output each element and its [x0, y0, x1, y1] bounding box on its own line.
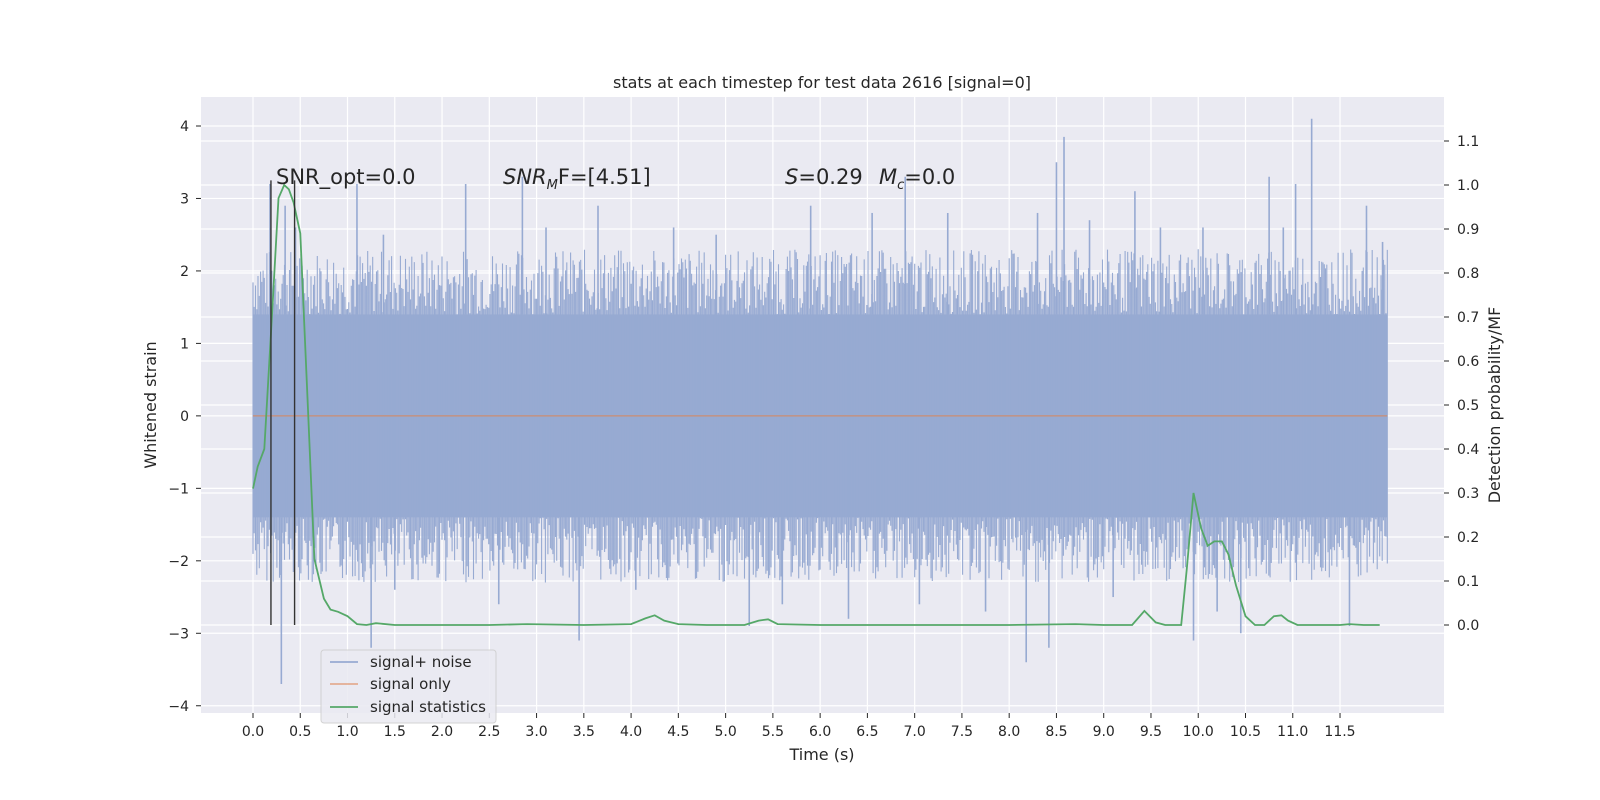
plot-area [252, 118, 1388, 685]
x-tick-label-5: 2.5 [478, 724, 500, 740]
annotation-snr-opt: SNR_opt=0.0 [276, 165, 416, 190]
y-right-tick-label-1: 0.1 [1457, 574, 1479, 590]
x-tick-label-6: 3.0 [525, 724, 547, 740]
y-tick-label-4: 0 [180, 409, 189, 425]
y-right-tick-label-2: 0.2 [1457, 530, 1479, 546]
y-right-tick-label-0: 0.0 [1457, 618, 1479, 634]
x-tick-label-9: 4.5 [667, 724, 689, 740]
y-tick-label-0: −4 [168, 699, 189, 715]
annotation-s-rest: =0.29 [798, 165, 862, 189]
x-tick-label-23: 11.5 [1324, 724, 1355, 740]
y-right-tick-label-8: 0.8 [1457, 266, 1479, 282]
x-tick-label-20: 10.0 [1183, 724, 1214, 740]
y-right-tick-label-3: 0.3 [1457, 486, 1479, 502]
annotation-mc: Mc=0.0 [879, 165, 955, 193]
annotation-s-main: S [785, 165, 798, 189]
x-tick-label-10: 5.0 [714, 724, 736, 740]
y-tick-label-1: −3 [168, 626, 189, 642]
x-tick-label-4: 2.0 [431, 724, 453, 740]
chart-title: stats at each timestep for test data 261… [613, 73, 1031, 92]
x-tick-label-17: 8.5 [1045, 724, 1067, 740]
x-tick-label-18: 9.0 [1093, 724, 1115, 740]
annotation-mc-sub: c [897, 178, 904, 193]
legend-label-signal-only: signal only [370, 675, 451, 693]
x-tick-label-16: 8.0 [998, 724, 1020, 740]
axis-ticks: 0.0 0.5 1.0 1.5 2.0 2.5 3.0 3.5 4.0 4.5 5.0 5.5 6.0 6… [168, 119, 1479, 740]
annotation-mc-main: M [879, 165, 897, 189]
series-signal-statistics [252, 183, 1380, 626]
x-tick-label-1: 0.5 [289, 724, 311, 740]
legend-label-signal-noise: signal+ noise [370, 653, 472, 671]
x-tick-label-22: 11.0 [1277, 724, 1308, 740]
y-tick-label-8: 4 [180, 119, 189, 135]
x-tick-label-14: 7.0 [904, 724, 926, 740]
y-tick-label-5: 1 [180, 336, 189, 352]
annotation-snr-mf-sub: M [547, 178, 558, 193]
annotations: SNR_opt=0.0 SNRMF=[4.51] S=0.29 Mc=0.0 [276, 165, 955, 193]
y-tick-label-7: 3 [180, 191, 189, 207]
x-tick-label-19: 9.5 [1140, 724, 1162, 740]
y-right-tick-label-7: 0.7 [1457, 310, 1479, 326]
y-tick-label-6: 2 [180, 264, 189, 280]
y-tick-label-3: −1 [168, 481, 189, 497]
x-tick-label-8: 4.0 [620, 724, 642, 740]
y-right-tick-label-9: 0.9 [1457, 222, 1479, 238]
legend: signal+ noise signal only signal statist… [320, 649, 497, 724]
x-tick-label-3: 1.5 [384, 724, 406, 740]
x-tick-label-7: 3.5 [573, 724, 595, 740]
y-tick-label-2: −2 [168, 554, 189, 570]
legend-label-signal-statistics: signal statistics [370, 698, 486, 716]
annotation-s: S=0.29 [785, 165, 863, 189]
x-tick-label-12: 6.0 [809, 724, 831, 740]
y-right-tick-label-4: 0.4 [1457, 442, 1479, 458]
vertical-markers [270, 180, 296, 625]
y-right-tick-label-10: 1.0 [1457, 178, 1479, 194]
annotation-snr-mf: SNRMF=[4.51] [503, 165, 651, 193]
annotation-mc-rest: =0.0 [904, 165, 955, 189]
annotation-snr-mf-main: SNR [503, 165, 547, 189]
legend-box [320, 649, 497, 724]
x-tick-label-21: 10.5 [1230, 724, 1261, 740]
y-right-tick-label-6: 0.6 [1457, 354, 1479, 370]
y-axis-label: Whitened strain [141, 341, 160, 468]
x-tick-label-15: 7.5 [951, 724, 973, 740]
x-axis-label: Time (s) [788, 745, 854, 764]
y-right-axis-label: Detection probability/MF [1485, 307, 1504, 504]
y-right-tick-label-5: 0.5 [1457, 398, 1479, 414]
x-tick-label-11: 5.5 [762, 724, 784, 740]
x-tick-label-2: 1.0 [336, 724, 358, 740]
signal-noise-trace [252, 249, 1388, 583]
x-tick-label-0: 0.0 [242, 724, 264, 740]
annotation-snr-mf-rest: F=[4.51] [558, 165, 651, 189]
y-right-tick-label-11: 1.1 [1457, 134, 1479, 150]
x-tick-label-13: 6.5 [856, 724, 878, 740]
